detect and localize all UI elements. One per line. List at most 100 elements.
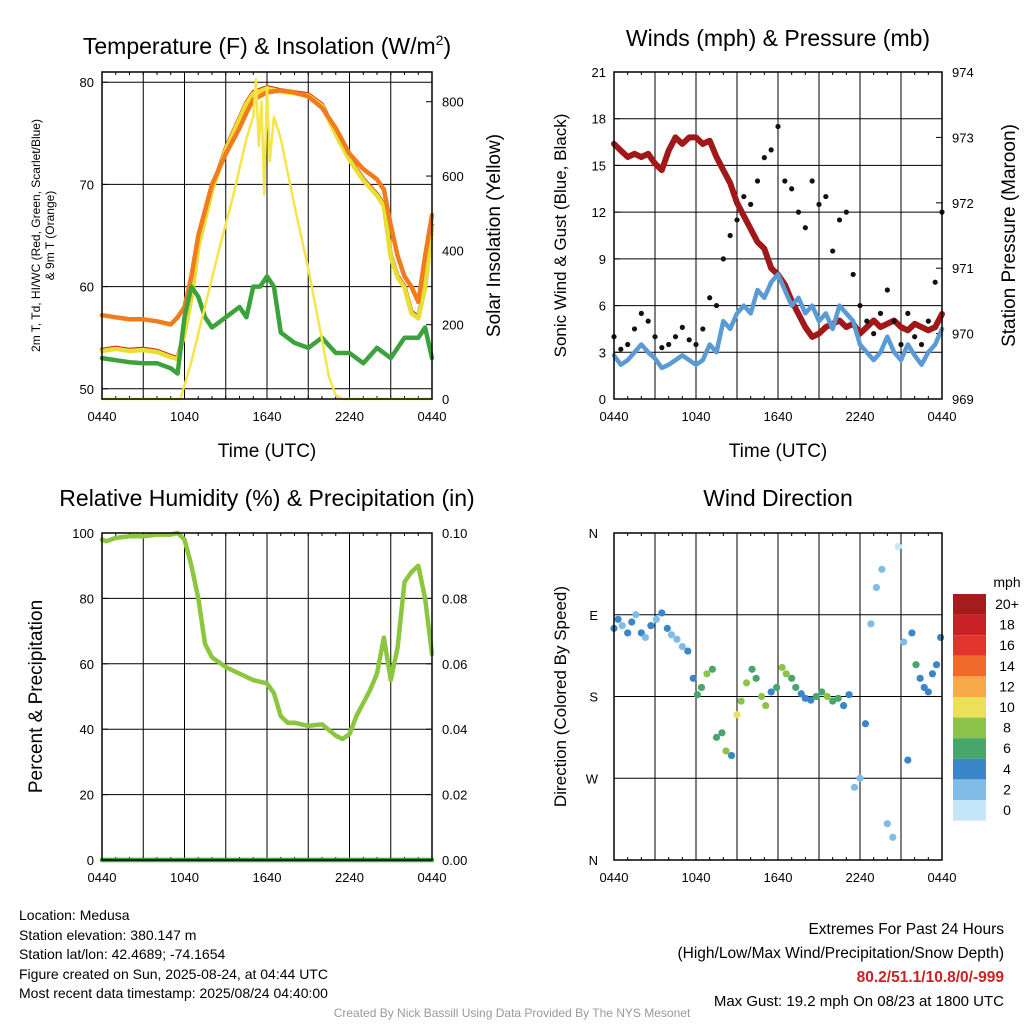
x-tick-label: 2240 (846, 870, 875, 885)
y-tick-label: N (589, 526, 598, 541)
legend-swatch (953, 635, 986, 656)
direction-point (697, 683, 706, 692)
data-point (912, 334, 918, 340)
data-point (809, 178, 815, 184)
y-tick-label: 6 (599, 299, 606, 314)
chart-panel-1: 0440 1040 1640 2240 044050607080020040060080… (29, 32, 505, 462)
y-axis-label: 2m T, Td, HI/WC (Red, Green, Scarlet/Blu… (29, 119, 43, 352)
y-tick-label: 18 (592, 112, 606, 127)
legend-swatch (953, 697, 986, 718)
extremes-subtitle: (High/Low/Max Wind/Precipitation/Snow De… (677, 945, 1005, 962)
legend-label: 8 (1003, 720, 1011, 736)
title-end: ) (443, 33, 451, 59)
direction-point (845, 691, 853, 699)
x-tick-label: 0440 (418, 409, 447, 424)
direction-point (703, 670, 711, 678)
data-point (843, 209, 849, 215)
y-right-tick-label: 970 (952, 327, 974, 342)
legend-swatch (953, 779, 986, 800)
x-tick-label: 1040 (682, 409, 711, 424)
y-tick-label: 50 (80, 382, 94, 397)
y-tick-label: 100 (72, 526, 94, 541)
plot-frame (613, 532, 943, 861)
created-text: Figure created on Sun, 2025-08-24, at 04… (19, 965, 328, 982)
chart-title: Wind Direction (703, 485, 853, 511)
x-tick-label: 0440 (600, 870, 629, 885)
data-point (720, 256, 726, 262)
legend-label: 12 (999, 678, 1015, 694)
data-point (905, 310, 911, 316)
direction-point (641, 633, 650, 642)
data-point (693, 341, 699, 348)
series-points (611, 123, 945, 352)
direction-point (722, 747, 730, 755)
grid-lines (102, 72, 432, 399)
direction-point (928, 670, 937, 678)
plot-frame (613, 71, 943, 400)
direction-point (667, 631, 676, 639)
direction-point (712, 733, 721, 741)
data-point (631, 326, 638, 332)
direction-point (762, 701, 770, 710)
legend-swatch (953, 800, 986, 821)
data-point (884, 287, 890, 293)
data-point (645, 318, 651, 324)
recent-text: Most recent data timestamp: 2025/08/24 0… (19, 985, 328, 1001)
direction-point (812, 692, 820, 701)
legend-swatch (953, 738, 986, 759)
data-point (734, 217, 740, 223)
y-right-tick-label: 200 (442, 318, 464, 333)
legend-label: 4 (1003, 761, 1011, 777)
data-point (925, 318, 931, 324)
direction-point (773, 683, 781, 692)
x-tick-label: 0440 (928, 870, 957, 885)
direction-point (916, 674, 924, 682)
direction-point (678, 642, 686, 651)
direction-point (663, 624, 671, 632)
data-point (754, 178, 761, 184)
y-right-tick-label: 969 (952, 392, 974, 407)
legend-label: 14 (999, 658, 1015, 674)
direction-point (792, 683, 800, 692)
direction-point (904, 756, 912, 764)
direction-point (718, 729, 726, 737)
data-point (727, 232, 733, 239)
chart-title: Relative Humidity (%) & Precipitation (i… (59, 485, 474, 511)
y-axis-label: Percent & Precipitation (26, 600, 47, 793)
y-right-tick-label: 600 (442, 169, 464, 184)
direction-point (801, 694, 809, 702)
plot-frame (101, 532, 433, 861)
x-tick-label: 2240 (846, 409, 875, 424)
data-point (775, 123, 781, 130)
direction-point (924, 688, 932, 696)
y-tick-label: 15 (592, 158, 606, 173)
direction-point (840, 701, 848, 710)
chart-title: Temperature (F) & Insolation (W/m2) (83, 32, 451, 59)
data-point (850, 271, 856, 278)
direction-point (652, 615, 660, 623)
direction-point (748, 665, 756, 673)
direction-point (733, 711, 741, 719)
direction-point (894, 543, 902, 551)
y-tick-label: 3 (599, 345, 606, 360)
data-point (652, 334, 658, 340)
direction-point (658, 609, 666, 617)
direction-point (689, 674, 697, 682)
direction-point (752, 674, 760, 682)
legend-label: 2 (1003, 781, 1011, 797)
data-point (700, 326, 706, 332)
x-tick-label: 1640 (764, 409, 793, 424)
y-right-tick-label: 800 (442, 95, 464, 110)
series-line (99, 88, 435, 327)
direction-point (758, 692, 766, 701)
y-tick-label: 40 (80, 722, 94, 737)
y-right-tick-label: 0.00 (442, 853, 467, 868)
chart-panel-3: 0440 1040 1640 2240 0440 0 20 40 60 80 100 0.00 0.02… (26, 485, 475, 885)
direction-point (900, 638, 908, 646)
direction-point (614, 615, 622, 623)
chart-panel-2: 0440 1040 1640 2240 0440 0 3 6 9 12 15 18 21 969 970 97… (551, 25, 1020, 462)
y-tick-label: 12 (592, 205, 606, 220)
direction-point (829, 697, 837, 705)
extremes-panel: Extremes For Past 24 Hours (High/Low/Max… (678, 918, 1005, 1014)
direction-point (834, 694, 842, 702)
